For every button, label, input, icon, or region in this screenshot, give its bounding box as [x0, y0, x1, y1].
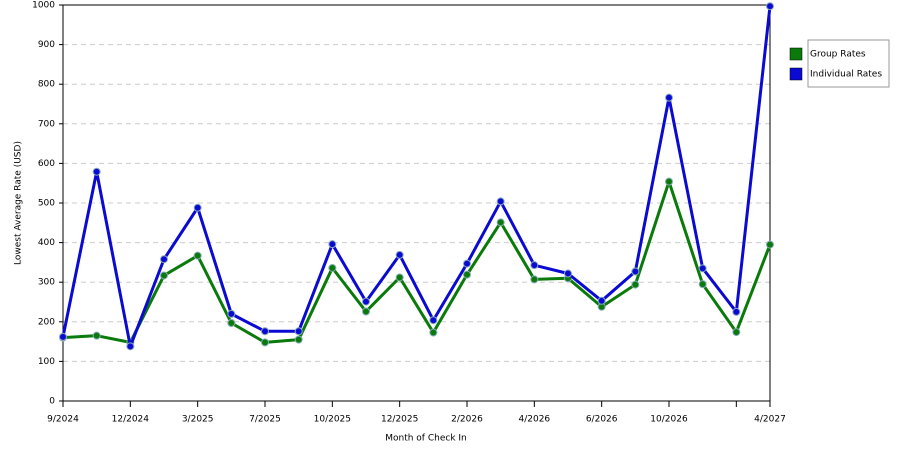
y-tick-label: 1000: [32, 1, 55, 11]
x-tick-label: 4/2026: [518, 415, 550, 425]
data-point: [496, 218, 505, 227]
x-tick-label: 3/2025: [182, 415, 214, 425]
data-point: [261, 338, 269, 347]
data-point: [261, 327, 269, 336]
data-point: [463, 270, 471, 279]
data-point: [597, 296, 606, 305]
data-point: [227, 318, 236, 327]
series-line: [62, 180, 772, 344]
data-point: [92, 167, 101, 176]
legend-label: Individual Rates: [810, 70, 882, 80]
x-tick-label: 10/2026: [650, 415, 688, 425]
legend-label: Group Rates: [810, 50, 866, 60]
y-tick-label: 200: [38, 317, 55, 327]
data-point: [429, 328, 438, 337]
data-point: [193, 203, 202, 212]
data-point: [530, 261, 539, 270]
legend-swatch: [789, 47, 803, 61]
data-point: [227, 309, 236, 318]
data-point: [294, 327, 303, 336]
data-point: [698, 280, 707, 289]
data-point: [766, 240, 774, 249]
x-tick-label: 4/2027: [754, 415, 786, 425]
data-point: [362, 297, 370, 306]
x-tick-label: 10/2025: [314, 415, 351, 425]
data-point: [732, 328, 741, 337]
data-point: [496, 197, 505, 206]
y-tick-label: 100: [38, 357, 55, 367]
data-point: [160, 271, 168, 280]
y-tick-label: 700: [38, 119, 55, 129]
data-point: [564, 269, 572, 278]
y-tick-label: 300: [38, 278, 55, 288]
x-tick-label: 12/2025: [381, 415, 418, 425]
y-tick-label: 400: [38, 238, 55, 248]
data-point: [126, 342, 135, 351]
data-point: [328, 263, 337, 272]
y-tick-label: 900: [38, 40, 55, 50]
data-point: [160, 255, 168, 264]
data-point: [294, 335, 303, 344]
data-point: [395, 273, 404, 282]
data-point: [631, 267, 640, 276]
data-point: [395, 250, 404, 259]
data-point: [732, 307, 741, 316]
x-tick-label: 9/2024: [47, 415, 79, 425]
legend-swatch: [789, 67, 803, 81]
x-tick-label: 2/2026: [451, 415, 483, 425]
data-point: [362, 307, 370, 316]
y-tick-label: 800: [38, 80, 55, 90]
y-axis-label: Lowest Average Rate (USD): [14, 141, 24, 265]
data-point: [631, 280, 640, 289]
data-point: [766, 2, 774, 11]
y-tick-label: 0: [49, 397, 55, 407]
data-point: [698, 264, 707, 273]
data-point: [193, 251, 202, 260]
data-point: [530, 275, 539, 284]
x-tick-label: 6/2026: [586, 415, 618, 425]
legend-box: [807, 39, 890, 88]
y-tick-label: 500: [38, 199, 55, 209]
x-axis-label: Month of Check In: [385, 434, 467, 444]
x-tick-label: 7/2025: [249, 415, 281, 425]
data-point: [328, 240, 337, 249]
y-tick-label: 600: [38, 159, 55, 169]
data-point: [665, 177, 673, 186]
data-point: [463, 259, 471, 268]
x-tick-label: 12/2024: [112, 415, 150, 425]
data-point: [429, 316, 438, 325]
series-line: [61, 6, 772, 348]
data-point: [59, 332, 67, 341]
data-point: [92, 331, 101, 340]
data-point: [665, 93, 673, 102]
